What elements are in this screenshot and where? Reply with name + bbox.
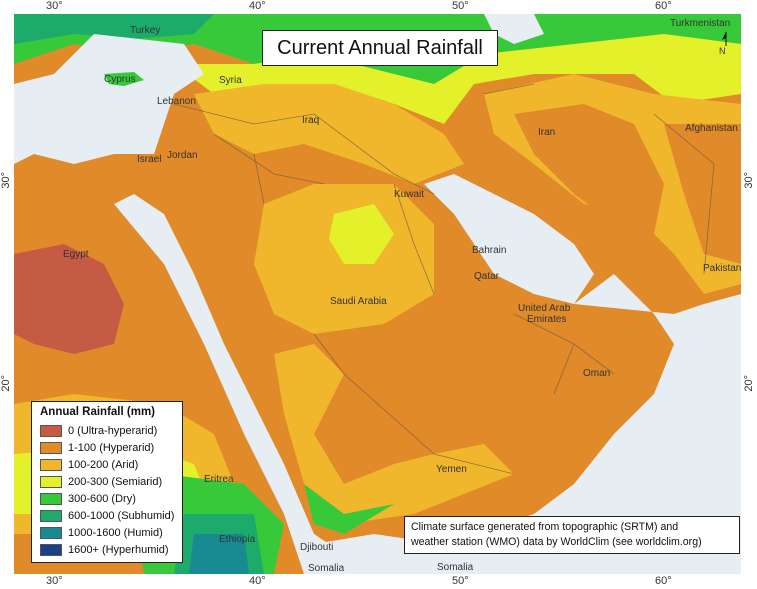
cyprus-island (104, 72, 144, 86)
zone-semiarid-nejd (329, 204, 394, 264)
north-label: N (719, 46, 726, 56)
border-lines (173, 83, 715, 475)
tick-left-20: 20° (0, 375, 12, 392)
legend-label: 200-300 (Semiarid) (68, 476, 163, 488)
legend-swatch (40, 425, 62, 437)
tick-top-50: 50° (452, 0, 469, 12)
legend-label: 0 (Ultra-hyperarid) (68, 425, 158, 437)
legend-item: 1600+ (Hyperhumid) (40, 542, 169, 558)
sea-arabian (374, 274, 741, 574)
legend-label: 1600+ (Hyperhumid) (68, 544, 169, 556)
zone-subhumid-turkey (14, 14, 214, 44)
label-iran: Iran (538, 127, 556, 138)
sea-gulf (424, 174, 594, 304)
map-title: Current Annual Rainfall (262, 30, 498, 66)
data-credit: Climate surface generated from topograph… (404, 516, 740, 554)
label-jordan: Jordan (167, 150, 198, 161)
legend-item: 0 (Ultra-hyperarid) (40, 423, 157, 439)
zone-dry-yemen (304, 484, 394, 534)
legend-swatch (40, 493, 62, 505)
tick-left-30: 30° (0, 172, 12, 189)
label-eritrea: Eritrea (204, 474, 234, 485)
label-qatar: Qatar (474, 271, 500, 282)
credit-line-1: Climate surface generated from topograph… (411, 521, 679, 533)
legend-label: 100-200 (Arid) (68, 459, 139, 471)
zone-hyperarid-iran-east (664, 124, 741, 264)
tick-right-30: 30° (743, 172, 755, 189)
tick-top-40: 40° (249, 0, 266, 12)
legend-item: 1000-1600 (Humid) (40, 525, 163, 541)
label-lebanon: Lebanon (157, 96, 196, 107)
tick-bottom-50: 50° (452, 575, 469, 587)
sea-mediterranean (14, 34, 204, 164)
tick-top-30: 30° (46, 0, 63, 12)
legend-label: 1-100 (Hyperarid) (68, 442, 155, 454)
zone-ultra-hyperarid-egypt (14, 244, 124, 354)
legend-item: 100-200 (Arid) (40, 457, 138, 473)
north-arrow-icon (722, 32, 727, 46)
label-saudi-arabia: Saudi Arabia (330, 296, 387, 307)
legend-swatch (40, 476, 62, 488)
label-syria: Syria (219, 75, 242, 86)
label-somalia-west: Somalia (308, 563, 345, 574)
label-afghanistan: Afghanistan (685, 123, 738, 134)
legend-item: 600-1000 (Subhumid) (40, 508, 174, 524)
label-turkmenistan: Turkmenistan (670, 18, 731, 29)
label-somalia-east: Somalia (437, 562, 474, 573)
label-egypt: Egypt (63, 249, 89, 260)
tick-right-20: 20° (743, 375, 755, 392)
legend-title: Annual Rainfall (mm) (40, 406, 156, 418)
label-kuwait: Kuwait (394, 189, 425, 200)
legend-swatch (40, 544, 62, 556)
label-bahrain: Bahrain (472, 245, 507, 256)
zone-arid-yemen (274, 344, 514, 524)
label-uae-line1: United Arab (518, 303, 571, 314)
credit-line-2: weather station (WMO) data by WorldClim … (411, 536, 702, 548)
label-oman: Oman (583, 368, 611, 379)
tick-bottom-30: 30° (46, 575, 63, 587)
label-uae-line2: Emirates (527, 314, 567, 325)
legend-label: 1000-1600 (Humid) (68, 527, 163, 539)
tick-top-60: 60° (655, 0, 672, 12)
legend-swatch (40, 459, 62, 471)
legend-label: 300-600 (Dry) (68, 493, 136, 505)
legend-swatch (40, 442, 62, 454)
tick-bottom-40: 40° (249, 575, 266, 587)
legend-label: 600-1000 (Subhumid) (68, 510, 175, 522)
legend: Annual Rainfall (mm) 0 (Ultra-hyperarid)… (31, 401, 183, 563)
zone-hyperarid-iran (514, 104, 664, 234)
tick-bottom-60: 60° (655, 575, 672, 587)
legend-item: 1-100 (Hyperarid) (40, 440, 154, 456)
label-iraq: Iraq (302, 115, 320, 126)
label-yemen: Yemen (436, 464, 467, 475)
label-pakistan: Pakistan (703, 263, 742, 274)
legend-swatch (40, 510, 62, 522)
label-djibouti: Djibouti (300, 542, 334, 553)
legend-swatch (40, 527, 62, 539)
label-israel: Israel (137, 154, 162, 165)
label-turkey: Turkey (130, 25, 161, 36)
zone-arid-north (194, 84, 464, 184)
zone-humid-ethiopia (189, 534, 249, 574)
legend-item: 200-300 (Semiarid) (40, 474, 162, 490)
legend-item: 300-600 (Dry) (40, 491, 136, 507)
sea-red (114, 194, 344, 574)
label-ethiopia: Ethiopia (219, 534, 256, 545)
sea-caspian (484, 14, 544, 44)
label-cyprus: Cyprus (104, 74, 136, 85)
